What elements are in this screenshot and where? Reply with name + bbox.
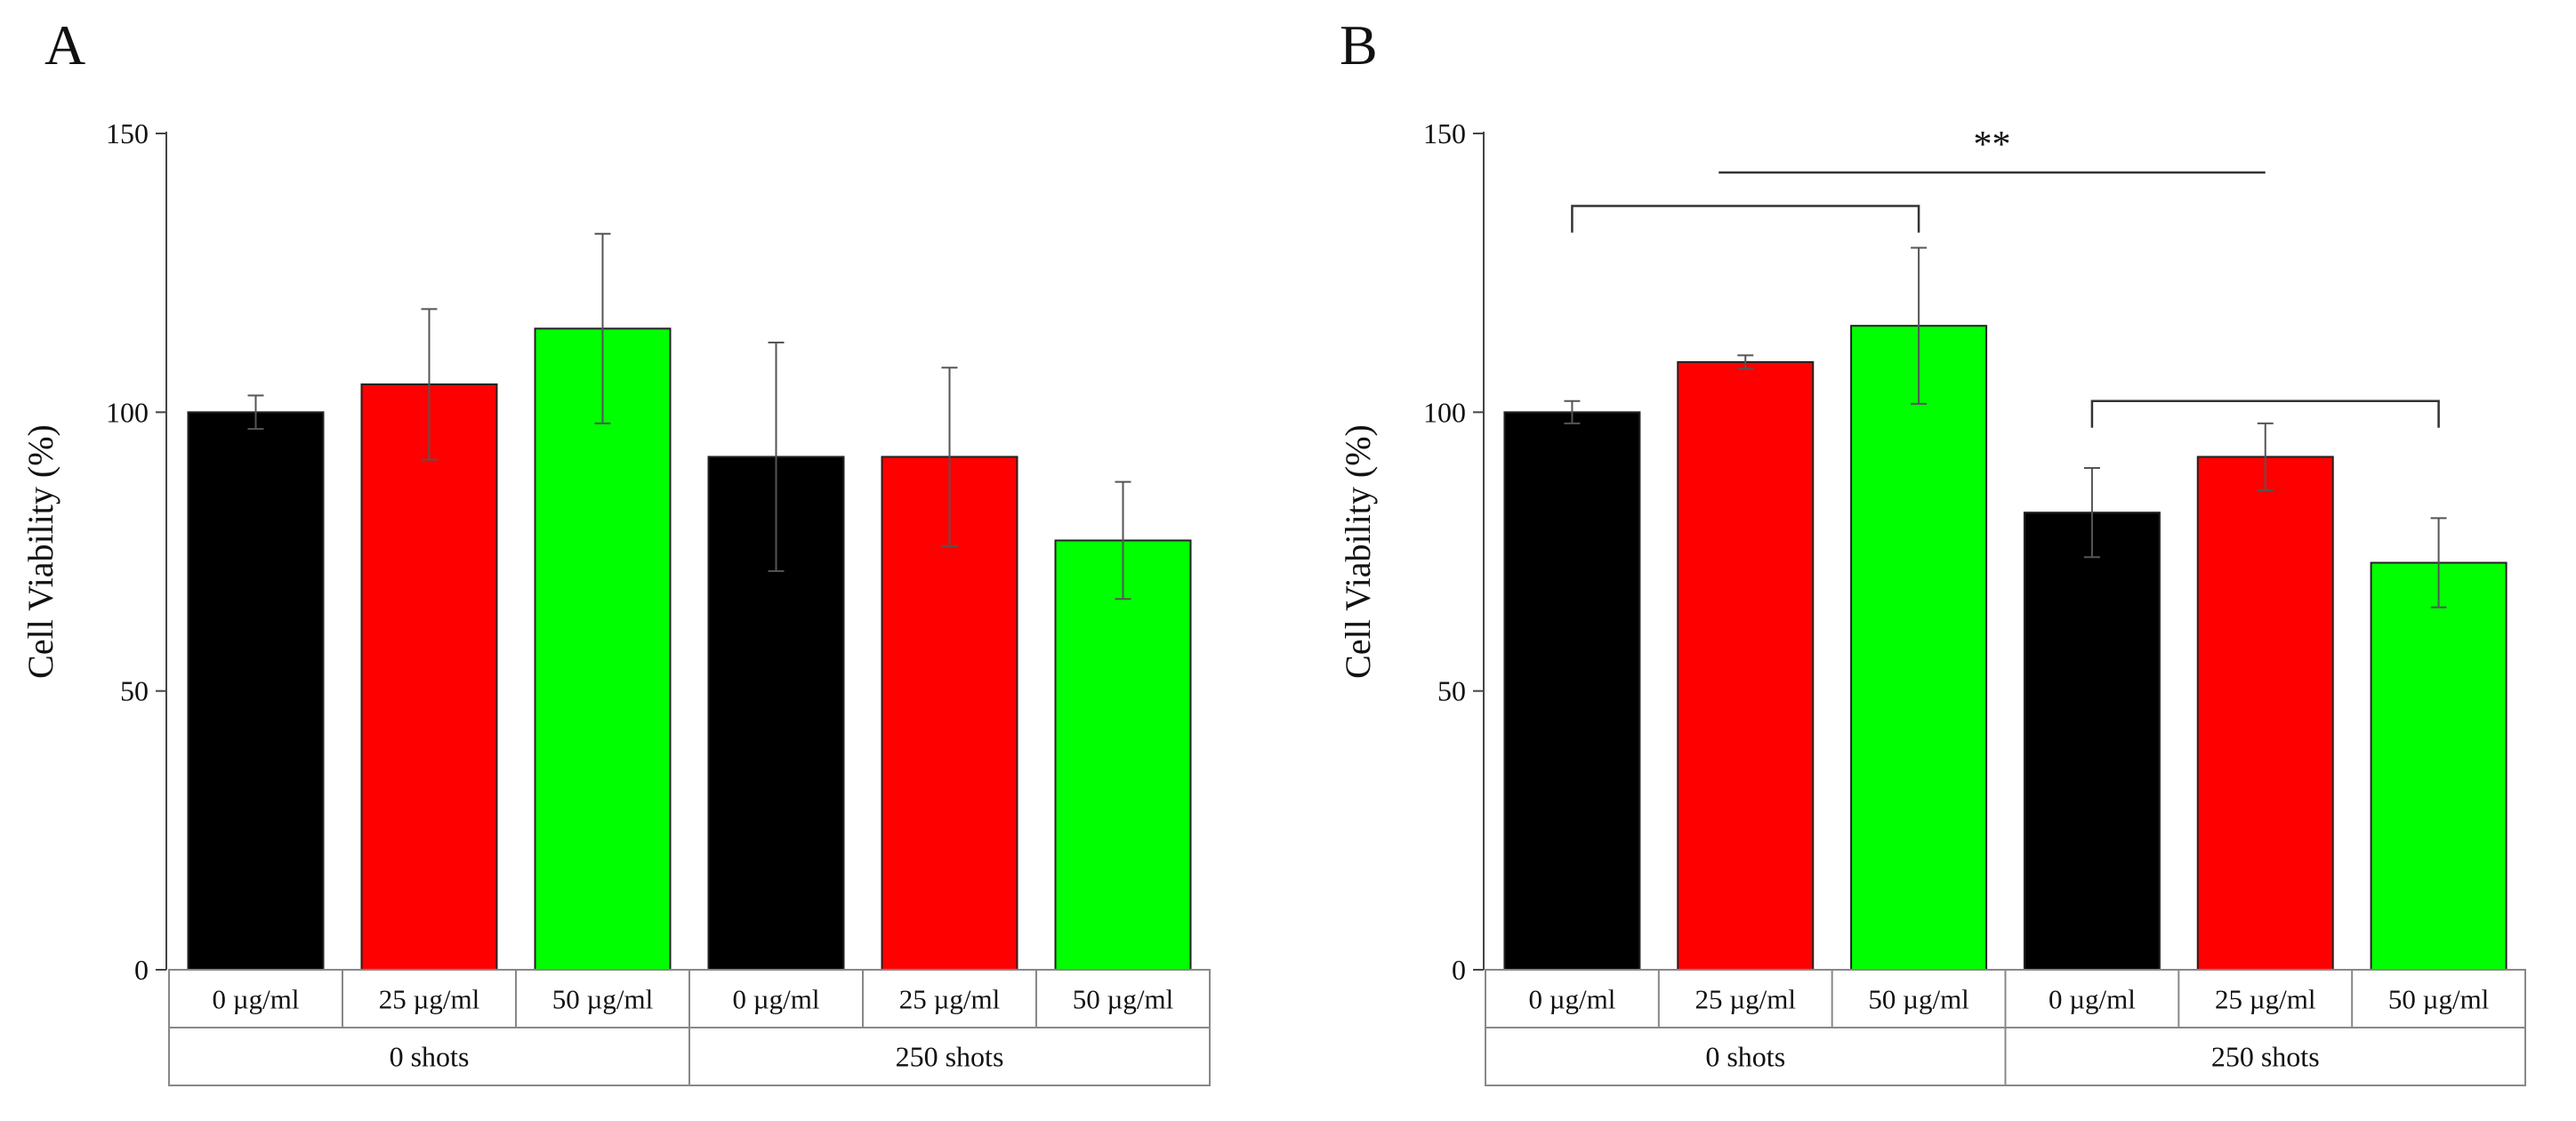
panel-a: A 0 50 100 150 Cell Viability (%) 0 µg/ml 25 µ…	[20, 13, 1211, 1086]
bar-2	[534, 327, 672, 972]
y-tick-label-0: 0	[1452, 954, 1466, 986]
y-tick-label-3: 150	[1423, 117, 1466, 149]
panel-letter-b: B	[1340, 13, 1378, 77]
bar-0	[187, 411, 325, 972]
y-axis-label: Cell Viability (%)	[1338, 424, 1378, 679]
error-bar-4	[2257, 422, 2274, 492]
category-label-2: 50 µg/ml	[1868, 984, 1968, 1015]
bar-4	[2196, 456, 2334, 971]
category-label-3: 0 µg/ml	[733, 984, 820, 1015]
error-bar-0	[247, 394, 264, 431]
bar-1	[360, 383, 498, 971]
group-label-1: 250 shots	[896, 1041, 1004, 1073]
category-label-4: 25 µg/ml	[899, 984, 1000, 1015]
y-tick-label-1: 50	[120, 675, 149, 707]
error-bar-5	[1115, 480, 1131, 601]
bar-5	[2370, 561, 2508, 971]
error-bar-3	[768, 342, 785, 572]
bar-5	[1054, 539, 1192, 971]
category-table	[1485, 969, 2526, 1086]
group-label-0: 0 shots	[390, 1041, 470, 1073]
category-label-5: 50 µg/ml	[2388, 984, 2489, 1015]
category-label-2: 50 µg/ml	[552, 984, 653, 1015]
panel-b: B 0 50 100 150 Cell Viability (%) 0 µg/ml 25 µ…	[1288, 0, 2576, 1121]
bar-3	[2023, 512, 2161, 971]
group-label-0: 0 shots	[1705, 1041, 1785, 1073]
category-label-0: 0 µg/ml	[1528, 984, 1615, 1015]
y-axis-label: Cell Viability (%)	[20, 424, 60, 679]
category-label-5: 50 µg/ml	[1073, 984, 1173, 1015]
category-label-1: 25 µg/ml	[379, 984, 479, 1015]
category-label-1: 25 µg/ml	[1695, 984, 1796, 1015]
error-bar-1	[421, 308, 438, 461]
significance-bracket-0	[1571, 205, 1920, 233]
significance-bracket-1	[2090, 399, 2440, 428]
bar-0	[1503, 411, 1641, 972]
y-tick-label-2: 100	[106, 396, 149, 428]
y-tick-label-0: 0	[134, 954, 149, 986]
category-label-0: 0 µg/ml	[213, 984, 300, 1015]
group-label-1: 250 shots	[2211, 1041, 2320, 1073]
bar-1	[1677, 360, 1815, 971]
error-bar-2	[1911, 246, 1928, 405]
bar-2	[1850, 325, 1988, 971]
significance-label-2: **	[1974, 125, 2011, 165]
category-label-4: 25 µg/ml	[2215, 984, 2315, 1015]
error-bar-1	[1737, 354, 1754, 370]
category-table	[168, 969, 1211, 1086]
error-bar-2	[594, 232, 611, 424]
panel-letter-a: A	[44, 13, 85, 77]
y-tick-label-1: 50	[1437, 675, 1466, 707]
chart-a: A 0 50 100 150 Cell Viability (%) 0 µg/ml 25 µ…	[20, 13, 1211, 1086]
error-bar-4	[941, 367, 958, 547]
y-tick-label-2: 100	[1423, 396, 1466, 428]
y-tick-label-3: 150	[106, 117, 149, 149]
chart-b: B 0 50 100 150 Cell Viability (%) 0 µg/ml 25 µ…	[1338, 13, 2526, 1086]
category-label-3: 0 µg/ml	[2049, 984, 2136, 1015]
error-bar-5	[2430, 517, 2447, 609]
error-bar-3	[2083, 467, 2100, 559]
error-bar-0	[1564, 399, 1581, 424]
